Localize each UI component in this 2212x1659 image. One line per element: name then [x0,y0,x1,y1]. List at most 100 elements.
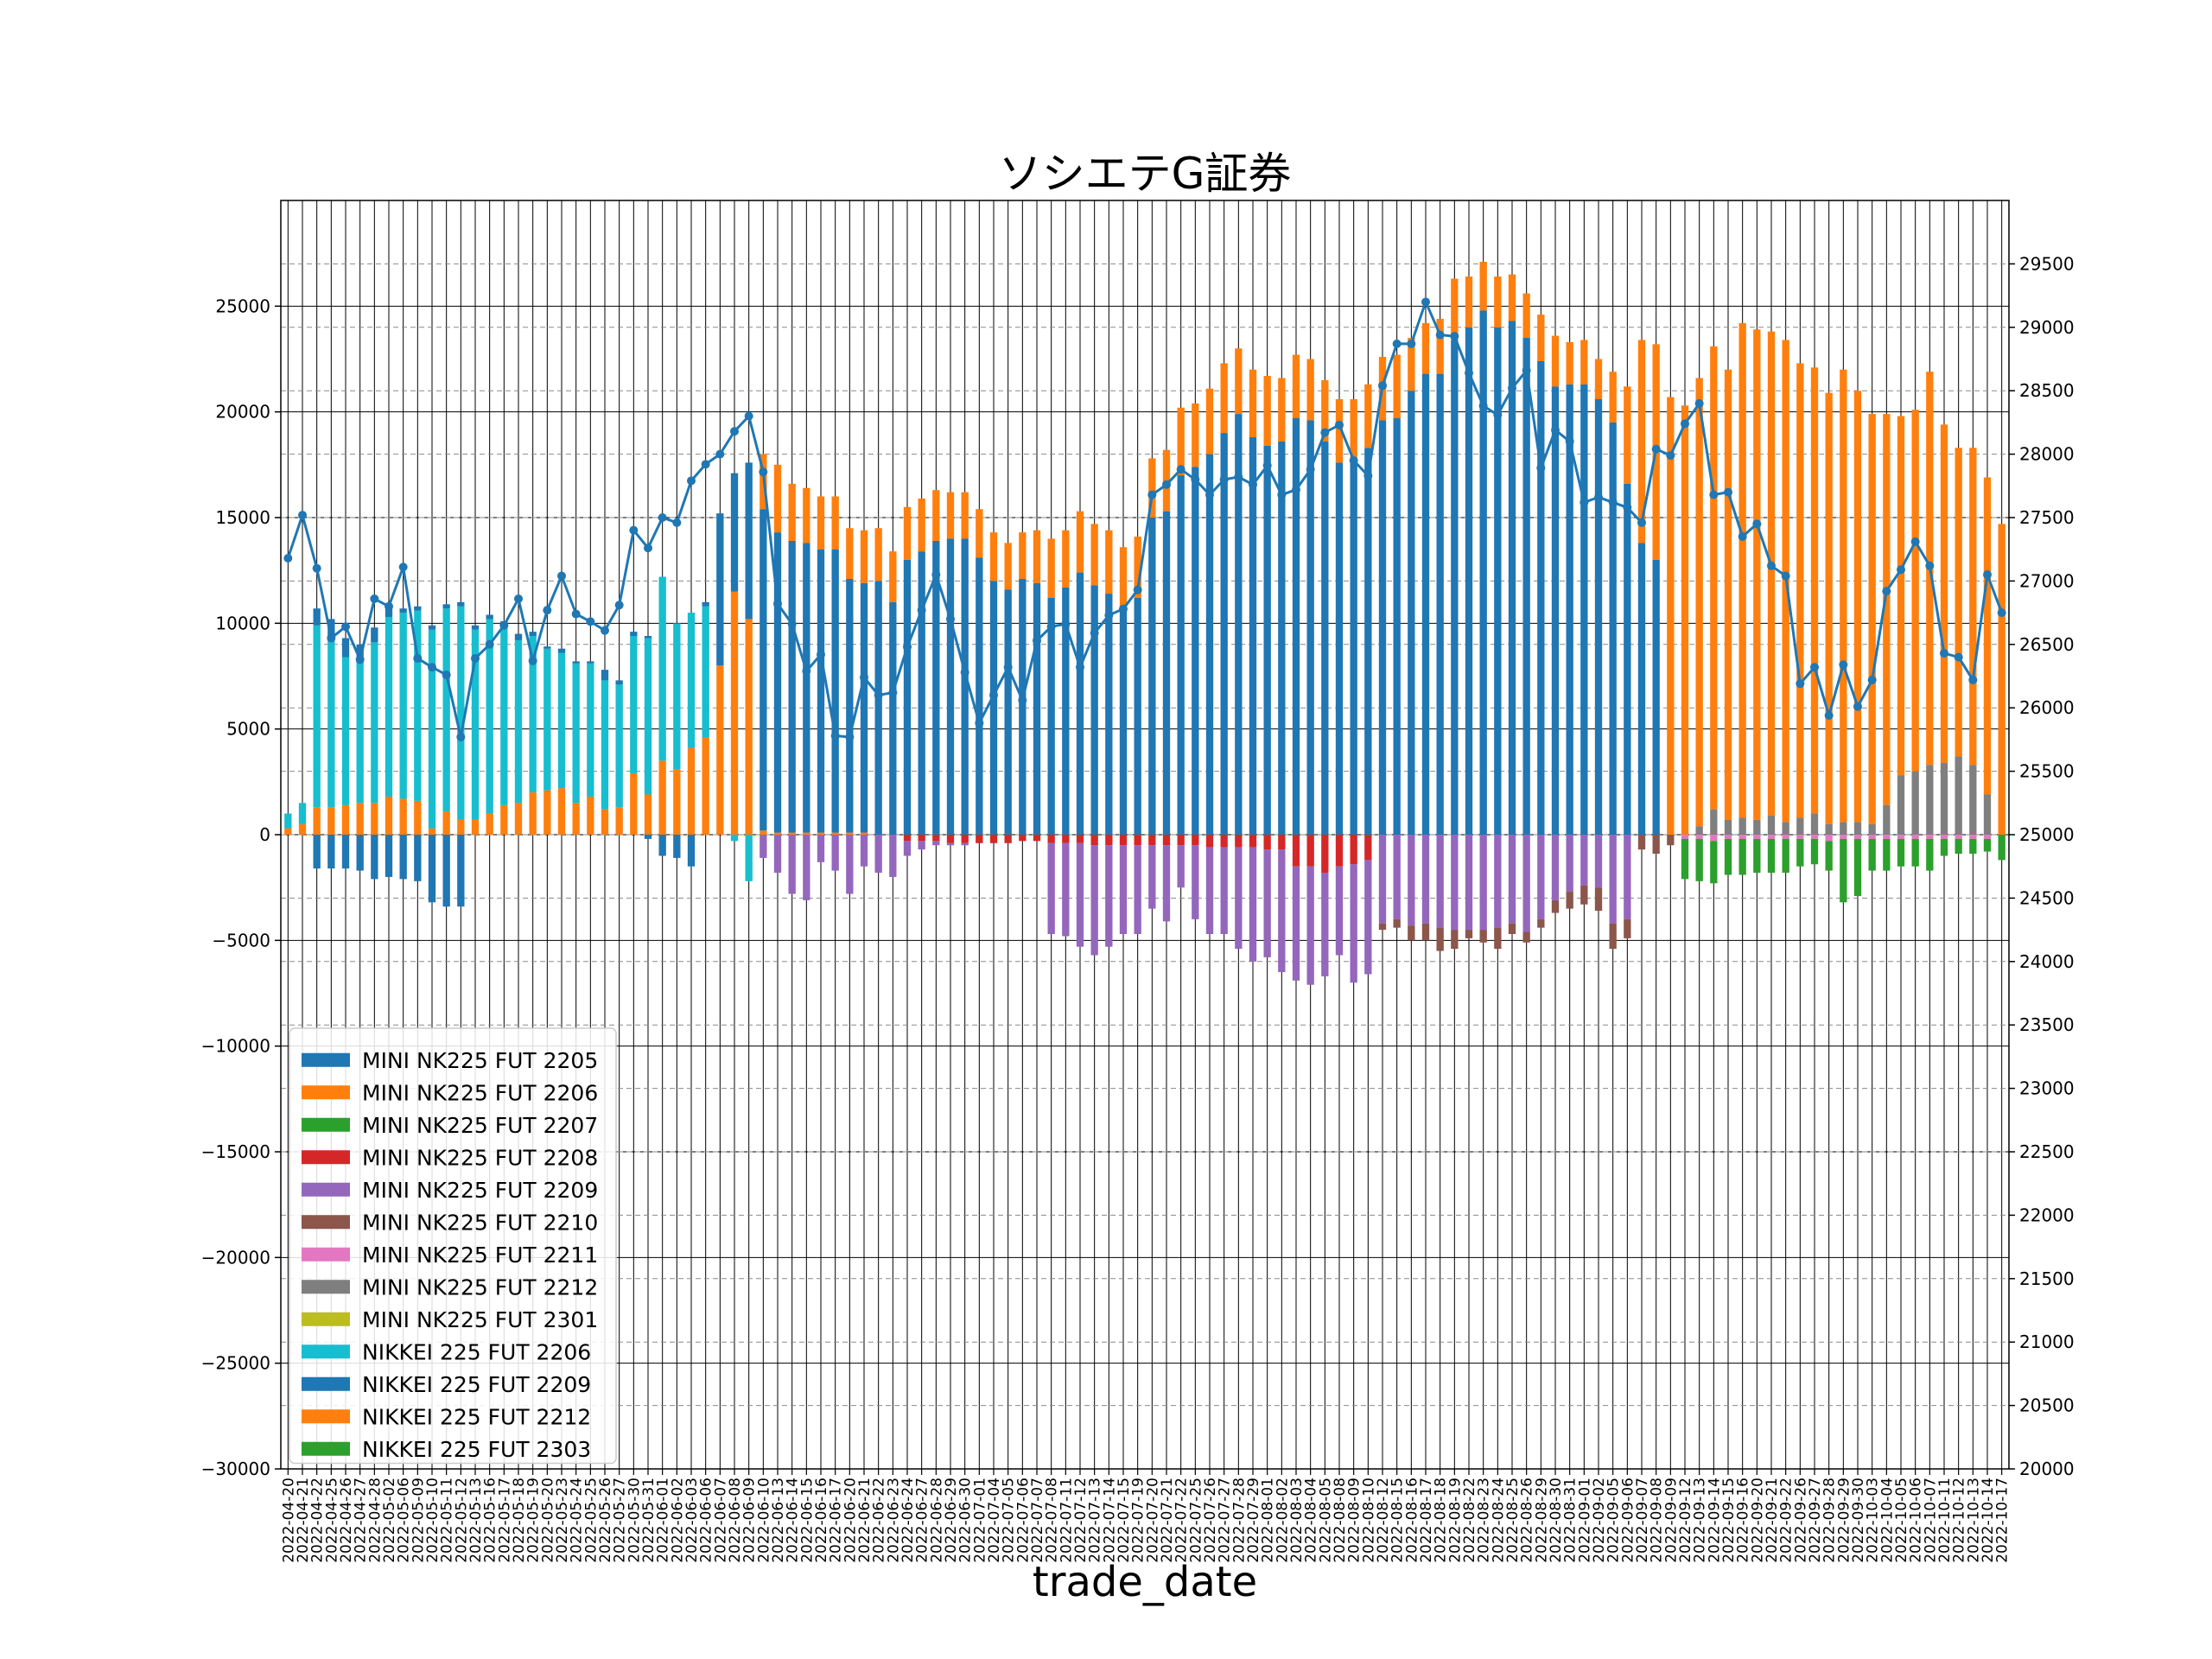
bar-segment [730,591,739,835]
bar-segment [1292,354,1300,419]
bar-segment [1724,835,1732,839]
x-tick-label: 2022-07-28 [1230,1478,1248,1563]
bar-segment [658,576,666,761]
bar-segment [1249,835,1257,848]
bar-segment [399,608,407,613]
bar-segment [1421,373,1430,835]
x-tick-label: 2022-06-10 [755,1478,772,1563]
bar-segment [1624,918,1631,938]
bar-segment [1825,823,1833,835]
bar-segment [1451,340,1459,836]
bar-segment [1192,845,1199,919]
bar-segment [716,513,724,666]
bar-segment [817,832,825,835]
bar-segment [457,819,465,835]
bar-segment [932,490,940,541]
bar-segment [760,830,767,835]
x-tick-label: 2022-04-26 [338,1478,355,1563]
bar-segment [803,543,810,833]
bar-segment [1667,835,1675,846]
x-tick-label: 2022-04-28 [366,1478,384,1563]
x-tick-label: 2022-08-10 [1360,1478,1377,1563]
bar-segment [1853,835,1862,839]
bar-segment [1479,835,1487,931]
bar-segment [572,661,580,664]
x-tick-label: 2022-09-29 [1835,1478,1853,1563]
bar-segment [1119,835,1128,846]
bar-segment [1897,835,1905,839]
bar-segment [1537,835,1545,919]
bar-segment [874,581,882,835]
bar-segment [457,606,465,820]
legend-swatch [302,1085,350,1100]
price-point [298,511,307,520]
legend-label: MINI NK225 FUT 2209 [362,1178,598,1203]
bar-segment [1292,418,1300,835]
legend-swatch [302,1376,350,1391]
x-tick-label: 2022-09-20 [1749,1478,1766,1563]
bar-segment [932,841,940,846]
bar-segment [1897,775,1905,835]
price-point [1407,339,1416,348]
bar-segment [1796,817,1804,835]
bar-segment [486,619,493,814]
y2-tick-label: 27000 [2019,570,2075,591]
price-point [1119,604,1128,613]
price-point [1694,398,1704,408]
price-point [744,411,753,421]
bar-segment [1767,815,1776,835]
bar-segment [1681,838,1689,880]
y2-tick-label: 29000 [2019,317,2075,338]
bar-segment [1969,765,1977,835]
bar-segment [1522,835,1530,932]
x-tick-label: 2022-05-26 [597,1478,614,1563]
y2-tick-label: 25500 [2019,761,2075,782]
bar-segment [1033,582,1041,835]
bar-segment [745,835,753,881]
bar-segment [1969,835,1977,839]
bar-segment [385,835,393,877]
x-tick-label: 2022-05-20 [539,1478,556,1563]
bar-segment [1393,918,1401,928]
bar-segment [1047,538,1055,598]
bar-segment [1192,467,1199,835]
bar-segment [946,492,955,539]
price-point [975,718,984,728]
y2-tick-label: 27500 [2019,507,2075,528]
bar-segment [1594,359,1603,399]
bar-segment [1955,448,1962,757]
bar-segment [1235,348,1243,415]
legend-label: MINI NK225 FUT 2208 [362,1145,598,1170]
bar-segment [428,828,436,835]
price-point [903,642,912,652]
x-tick-label: 2022-06-24 [899,1478,917,1563]
bar-segment [1451,835,1459,931]
bar-segment [745,462,753,620]
bar-segment [1335,398,1344,463]
y2-tick-label: 26500 [2019,634,2075,655]
x-tick-label: 2022-09-21 [1764,1478,1781,1563]
bar-segment [1408,391,1415,835]
x-tick-label: 2022-07-08 [1044,1478,1061,1563]
bar-segment [1177,845,1185,888]
bar-segment [1738,817,1746,835]
bar-segment [673,769,681,835]
bar-segment [1062,835,1070,843]
bar-segment [644,638,652,795]
bar-segment [1508,274,1516,321]
bar-segment [1306,835,1314,867]
bar-segment [918,551,925,835]
price-point [1536,463,1546,473]
bar-segment [1637,340,1646,543]
bar-segment [1522,338,1530,835]
price-point [327,633,336,643]
x-tick-label: 2022-07-26 [1202,1478,1219,1563]
bar-segment [961,492,969,539]
bar-segment [313,625,321,808]
x-tick-label: 2022-06-03 [683,1478,701,1563]
bar-segment [1105,845,1113,947]
y2-tick-label: 21500 [2019,1268,2075,1289]
bar-segment [1796,363,1804,818]
bar-segment [284,828,292,835]
bar-segment [1853,822,1862,835]
